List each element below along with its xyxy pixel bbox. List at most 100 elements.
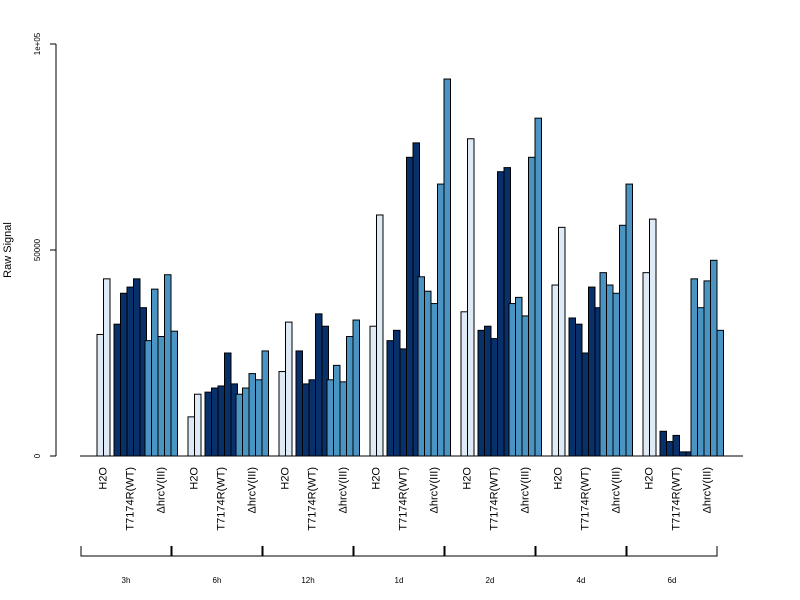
bar (386, 340, 394, 457)
bar (690, 278, 698, 457)
bar (437, 183, 445, 457)
bar (672, 434, 680, 457)
bar (96, 333, 104, 457)
bar (558, 226, 566, 457)
bar (133, 278, 141, 457)
treatment-label: ΔhrcV(III) (155, 467, 167, 513)
bar (261, 350, 269, 457)
bar (697, 307, 705, 457)
bar (679, 451, 687, 457)
bar (551, 284, 559, 457)
bar (612, 292, 620, 457)
timepoint-bracket (171, 546, 263, 557)
bar (217, 385, 225, 457)
treatment-label: ΔhrcV(III) (610, 467, 622, 513)
bar (424, 290, 432, 457)
treatment-label: T7174R(WT) (306, 467, 318, 531)
treatment-label: T7174R(WT) (215, 467, 227, 531)
treatment-label: ΔhrcV(III) (246, 467, 258, 513)
bar (406, 156, 414, 457)
y-tick-label: 50000 (33, 238, 42, 261)
bar (235, 393, 243, 457)
bar (710, 259, 718, 457)
bar (144, 340, 152, 457)
bar (508, 303, 516, 457)
timepoint-label: 6h (213, 576, 222, 585)
treatment-label: H2O (462, 467, 474, 490)
bar (528, 156, 536, 457)
treatment-label: T7174R(WT) (397, 467, 409, 531)
timepoint-bracket (626, 546, 718, 557)
bar (315, 313, 323, 457)
bar (339, 381, 347, 457)
bar (484, 325, 492, 457)
bar (460, 311, 468, 457)
treatment-label: H2O (644, 467, 656, 490)
y-axis-title: Raw Signal (2, 222, 14, 278)
treatment-label: H2O (98, 467, 110, 490)
treatment-label: T7174R(WT) (124, 467, 136, 531)
bar (393, 329, 401, 457)
bar (113, 323, 121, 457)
bar (467, 138, 475, 457)
bar (497, 171, 505, 457)
treatment-label: T7174R(WT) (670, 467, 682, 531)
bar (599, 272, 607, 457)
bar (346, 336, 354, 457)
timepoint-labels: 3h 6h 12h 1d 2d 4d 6d (80, 546, 718, 585)
bar (575, 323, 583, 457)
bar (302, 383, 310, 457)
bar (376, 214, 384, 457)
bar (194, 393, 202, 457)
bar (333, 364, 341, 457)
bar (588, 286, 596, 457)
bar (477, 329, 485, 457)
treatment-label: H2O (280, 467, 292, 490)
treatment-label: ΔhrcV(III) (519, 467, 531, 513)
bar (369, 325, 377, 457)
bar (295, 350, 303, 457)
timepoint-bracket (80, 546, 172, 557)
bar (204, 391, 212, 457)
bar (666, 441, 674, 457)
bar (151, 288, 159, 457)
treatment-label: H2O (189, 467, 201, 490)
timepoint-label: 1d (395, 576, 404, 585)
bar (703, 280, 711, 457)
timepoint-label: 6d (668, 576, 677, 585)
bar (103, 278, 111, 457)
bar (642, 272, 650, 457)
bar (399, 348, 407, 457)
bar (278, 371, 286, 457)
y-axis: 0 50000 1e+05 (33, 32, 57, 458)
bar (211, 387, 219, 457)
bar (619, 224, 627, 457)
timepoint-label: 2d (486, 576, 495, 585)
bar (242, 387, 250, 457)
bar (606, 284, 614, 457)
y-tick-label: 1e+05 (33, 32, 42, 55)
y-tick-label: 0 (33, 453, 42, 458)
bar (581, 352, 589, 457)
timepoint-bracket (444, 546, 536, 557)
bar (248, 373, 256, 457)
bar (308, 379, 316, 457)
treatment-label: ΔhrcV(III) (428, 467, 440, 513)
bar (568, 317, 576, 457)
bar (164, 274, 172, 457)
treatment-label: ΔhrcV(III) (337, 467, 349, 513)
bar (534, 117, 542, 457)
bar (120, 292, 128, 457)
timepoint-label: 3h (122, 576, 131, 585)
bar (659, 430, 667, 457)
bar (521, 315, 529, 457)
bar (649, 218, 657, 457)
bar (716, 329, 724, 457)
bar (170, 330, 178, 457)
treatment-label: H2O (553, 467, 565, 490)
bar (126, 286, 134, 457)
bar (224, 352, 232, 457)
bar (187, 416, 195, 457)
timepoint-bracket (353, 546, 445, 557)
